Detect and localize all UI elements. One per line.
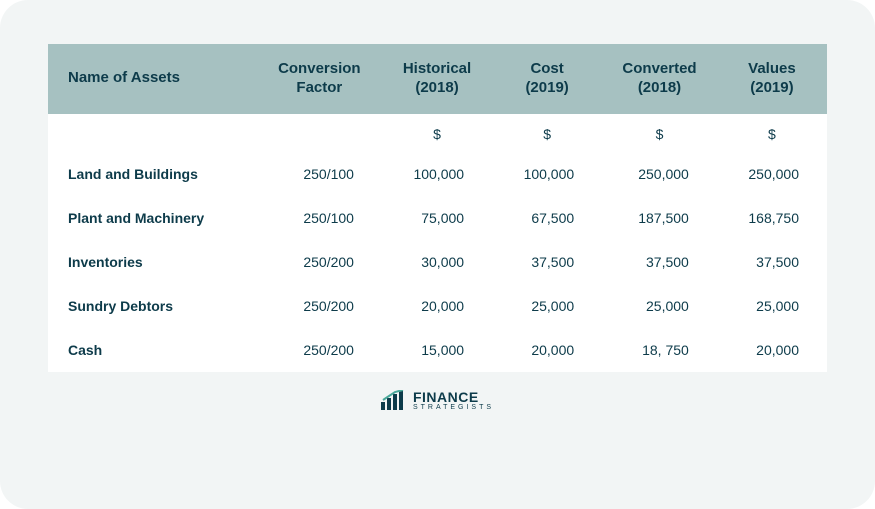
value-cell: 37,500 [602,240,717,284]
col-conversion: ConversionFactor [257,44,382,114]
currency-cell: $ [602,114,717,152]
logo-icon [381,390,407,410]
table-row: Sundry Debtors250/20020,00025,00025,0002… [48,284,827,328]
value-cell: 100,000 [382,152,492,196]
col-cost: Cost(2019) [492,44,602,114]
value-cell: 25,000 [717,284,827,328]
currency-cell: $ [382,114,492,152]
value-cell: 25,000 [492,284,602,328]
value-cell: 75,000 [382,196,492,240]
currency-cell [257,114,382,152]
value-cell: 20,000 [382,284,492,328]
currency-row: $ $ $ $ [48,114,827,152]
col-name: Name of Assets [48,44,257,114]
col-converted: Converted(2018) [602,44,717,114]
logo-main: FINANCE [413,390,494,404]
card-container: Name of Assets ConversionFactor Historic… [0,0,875,509]
value-cell: 250/200 [257,284,382,328]
assets-table: Name of Assets ConversionFactor Historic… [48,44,827,372]
asset-name-cell: Plant and Machinery [48,196,257,240]
asset-name-cell: Land and Buildings [48,152,257,196]
value-cell: 37,500 [717,240,827,284]
value-cell: 67,500 [492,196,602,240]
value-cell: 25,000 [602,284,717,328]
currency-cell: $ [717,114,827,152]
value-cell: 250/100 [257,196,382,240]
currency-cell [48,114,257,152]
table-body: $ $ $ $ Land and Buildings250/100100,000… [48,114,827,372]
value-cell: 250,000 [602,152,717,196]
value-cell: 100,000 [492,152,602,196]
value-cell: 250/100 [257,152,382,196]
header-row: Name of Assets ConversionFactor Historic… [48,44,827,114]
col-values: Values(2019) [717,44,827,114]
table-row: Cash250/20015,00020,00018, 75020,000 [48,328,827,372]
logo-text: FINANCE STRATEGISTS [413,390,494,411]
value-cell: 37,500 [492,240,602,284]
currency-cell: $ [492,114,602,152]
value-cell: 18, 750 [602,328,717,372]
value-cell: 168,750 [717,196,827,240]
value-cell: 20,000 [492,328,602,372]
table-row: Inventories250/20030,00037,50037,50037,5… [48,240,827,284]
col-historical: Historical(2018) [382,44,492,114]
value-cell: 20,000 [717,328,827,372]
table-row: Land and Buildings250/100100,000100,0002… [48,152,827,196]
value-cell: 250/200 [257,240,382,284]
table-row: Plant and Machinery250/10075,00067,50018… [48,196,827,240]
logo-sub: STRATEGISTS [413,404,494,411]
value-cell: 250/200 [257,328,382,372]
value-cell: 15,000 [382,328,492,372]
value-cell: 187,500 [602,196,717,240]
asset-name-cell: Sundry Debtors [48,284,257,328]
value-cell: 250,000 [717,152,827,196]
value-cell: 30,000 [382,240,492,284]
logo: FINANCE STRATEGISTS [381,390,494,411]
asset-name-cell: Cash [48,328,257,372]
asset-name-cell: Inventories [48,240,257,284]
